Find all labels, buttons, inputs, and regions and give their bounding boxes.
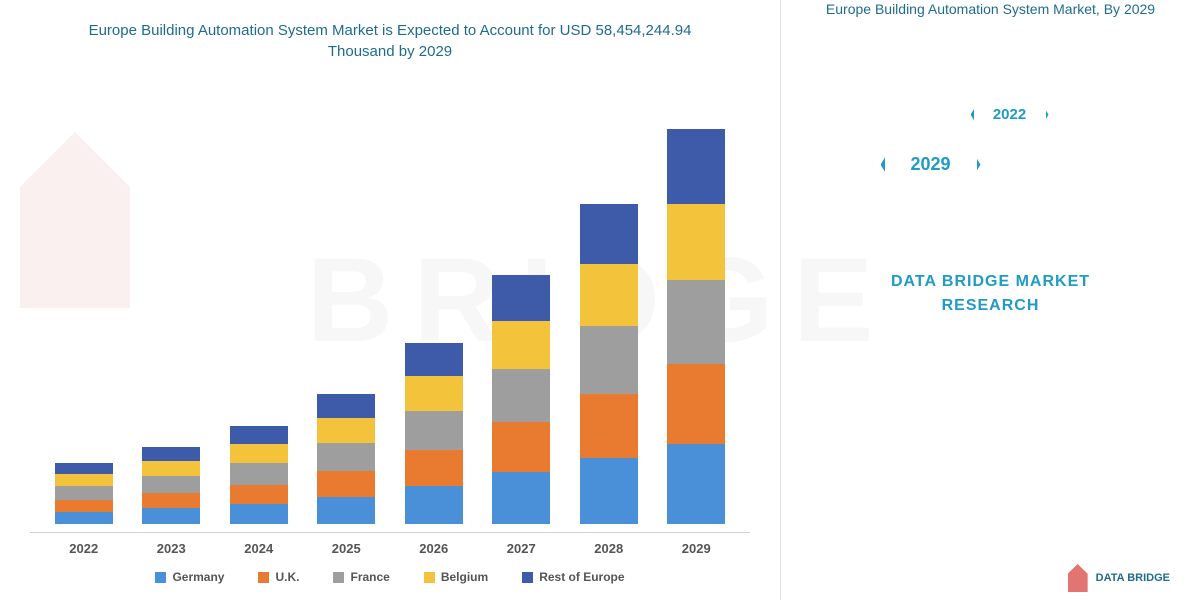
bar-segment	[230, 426, 288, 444]
stacked-bar	[230, 426, 288, 524]
bar-segment	[492, 369, 550, 422]
bar-segment	[405, 376, 463, 411]
side-title: Europe Building Automation System Market…	[826, 0, 1155, 20]
bar-group	[573, 204, 645, 524]
bar-segment	[55, 463, 113, 474]
bar-segment	[492, 275, 550, 321]
legend-swatch	[155, 572, 166, 583]
bar-segment	[142, 493, 200, 508]
bar-segment	[230, 444, 288, 463]
bar-segment	[55, 512, 113, 524]
bar-segment	[492, 422, 550, 472]
chart-legend: Germany U.K. France Belgium Rest of Europe	[30, 556, 750, 590]
legend-swatch	[333, 572, 344, 583]
bar-segment	[230, 463, 288, 485]
legend-item: Belgium	[424, 570, 488, 584]
legend-item: Rest of Europe	[522, 570, 624, 584]
legend-item: U.K.	[258, 570, 299, 584]
x-axis-label: 2026	[398, 541, 470, 556]
legend-label: Rest of Europe	[539, 570, 624, 584]
bar-segment	[317, 443, 375, 471]
stacked-bar	[492, 275, 550, 524]
bar-segment	[667, 444, 725, 524]
x-axis-label: 2023	[135, 541, 207, 556]
chart-title: Europe Building Automation System Market…	[30, 20, 750, 62]
chart-plot	[30, 82, 750, 533]
stacked-bar	[317, 394, 375, 524]
bar-segment	[580, 264, 638, 326]
bar-segment	[580, 394, 638, 458]
bar-segment	[317, 394, 375, 418]
bar-segment	[317, 497, 375, 524]
legend-label: France	[350, 570, 389, 584]
legend-label: U.K.	[275, 570, 299, 584]
bar-segment	[580, 204, 638, 264]
x-axis-label: 2024	[223, 541, 295, 556]
stacked-bar	[667, 129, 725, 524]
bar-segment	[405, 411, 463, 450]
chart-panel: Europe Building Automation System Market…	[0, 0, 780, 600]
bar-group	[223, 426, 295, 524]
bar-segment	[142, 476, 200, 493]
main-container: Europe Building Automation System Market…	[0, 0, 1200, 600]
bar-segment	[55, 500, 113, 512]
hexagon-2022: 2022	[971, 80, 1049, 150]
bar-segment	[405, 486, 463, 524]
bar-segment	[405, 343, 463, 376]
stacked-bar	[580, 204, 638, 524]
bar-segment	[142, 508, 200, 524]
legend-swatch	[424, 572, 435, 583]
bar-segment	[580, 458, 638, 524]
legend-label: Belgium	[441, 570, 488, 584]
x-axis-label: 2027	[485, 541, 557, 556]
side-panel: Europe Building Automation System Market…	[780, 0, 1200, 600]
stacked-bar	[405, 343, 463, 524]
bar-segment	[142, 461, 200, 476]
bar-segment	[492, 472, 550, 524]
hexagon-graphic: 2029 2022	[861, 60, 1121, 240]
brand-text: DATA BRIDGE MARKET RESEARCH	[891, 270, 1090, 318]
bar-segment	[667, 364, 725, 444]
x-axis-label: 2022	[48, 541, 120, 556]
bar-group	[48, 463, 120, 524]
bar-segment	[317, 471, 375, 497]
legend-item: France	[333, 570, 389, 584]
x-axis-label: 2028	[573, 541, 645, 556]
bar-segment	[230, 485, 288, 504]
bar-group	[485, 275, 557, 524]
bar-group	[310, 394, 382, 524]
bar-segment	[667, 204, 725, 280]
x-axis-label: 2029	[660, 541, 732, 556]
bar-segment	[580, 326, 638, 394]
hexagon-2029: 2029	[881, 120, 981, 210]
bar-group	[398, 343, 470, 524]
bar-segment	[492, 321, 550, 369]
bar-segment	[317, 418, 375, 443]
legend-swatch	[522, 572, 533, 583]
bar-segment	[667, 129, 725, 204]
legend-label: Germany	[172, 570, 224, 584]
bar-segment	[55, 474, 113, 486]
stacked-bar	[142, 447, 200, 524]
bar-segment	[405, 450, 463, 486]
bar-segment	[55, 486, 113, 500]
chart-x-axis: 2022 2023 2024 2025 2026 2027 2028 2029	[30, 533, 750, 556]
legend-swatch	[258, 572, 269, 583]
bar-segment	[142, 447, 200, 461]
brand-line-1: DATA BRIDGE MARKET	[891, 273, 1090, 290]
bar-group	[135, 447, 207, 524]
bar-segment	[230, 504, 288, 524]
bar-group	[660, 129, 732, 524]
legend-item: Germany	[155, 570, 224, 584]
stacked-bar	[55, 463, 113, 524]
brand-line-2: RESEARCH	[942, 297, 1040, 314]
bar-segment	[667, 280, 725, 364]
x-axis-label: 2025	[310, 541, 382, 556]
